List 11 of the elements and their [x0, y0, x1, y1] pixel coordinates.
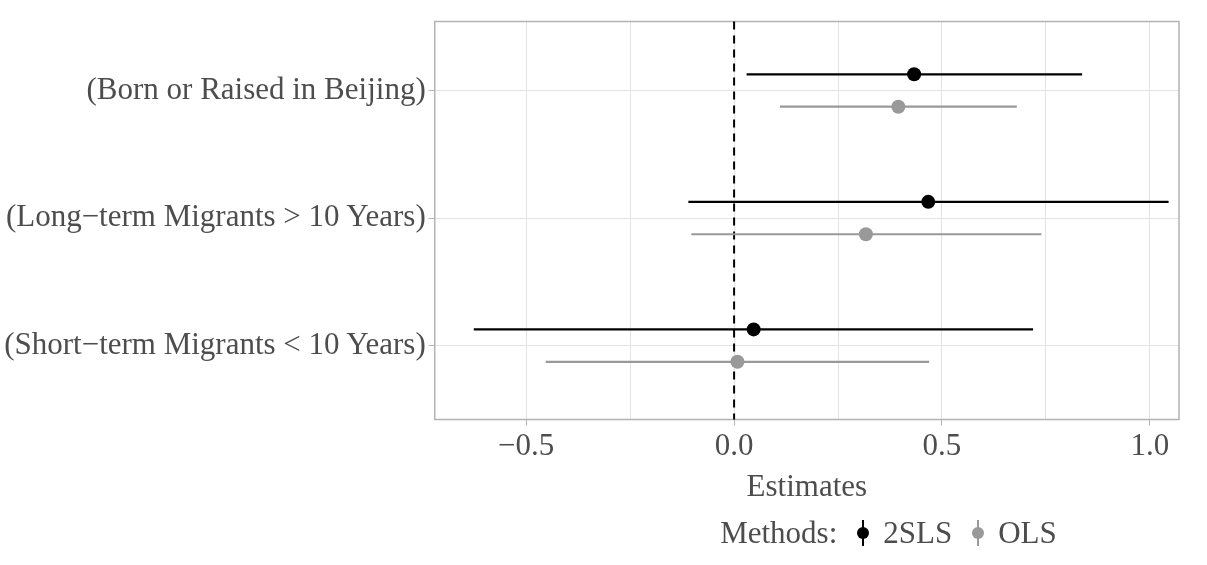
x-tick-label: −0.5 — [498, 427, 555, 463]
legend-title: Methods: — [720, 514, 838, 551]
x-tick-label: 1.0 — [1130, 427, 1170, 463]
y-tick-label: (Long−term Migrants > 10 Years) — [5, 198, 426, 234]
y-tick-label: (Short−term Migrants < 10 Years) — [4, 325, 426, 361]
legend-label: 2SLS — [883, 514, 953, 551]
x-tick-label: 0.5 — [922, 427, 962, 463]
y-tick-label: (Born or Raised in Beijing) — [86, 70, 426, 106]
x-tick-label: 0.0 — [714, 427, 754, 463]
x-axis-title: Estimates — [746, 467, 868, 503]
legend-label: OLS — [998, 514, 1057, 551]
